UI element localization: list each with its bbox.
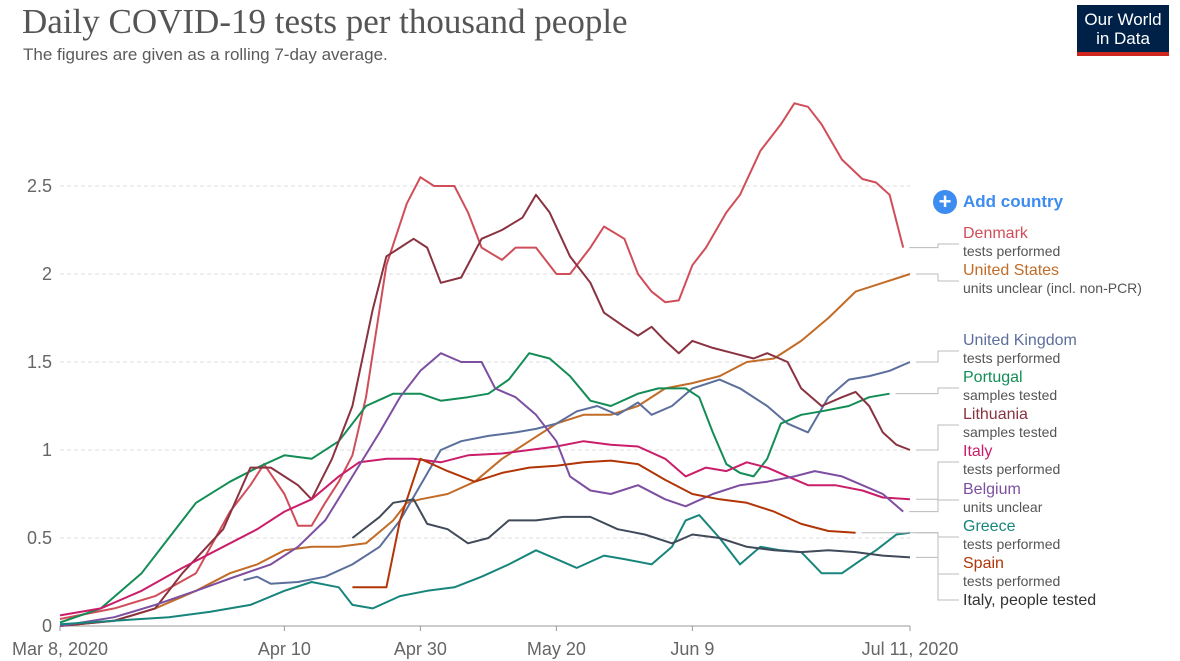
legend-unit-label: samples tested (963, 424, 1057, 440)
legend-unit-label: units unclear (963, 499, 1043, 515)
y-tick-label: 1 (42, 440, 52, 460)
legend-unit-label: tests performed (963, 243, 1060, 259)
series-line (59, 273, 911, 627)
legend-connector (916, 424, 959, 451)
series-line (59, 514, 911, 626)
legend-connector (909, 499, 959, 513)
legend-unit-label: tests performed (963, 573, 1060, 589)
legend-connector (916, 350, 959, 363)
chart-subtitle: The figures are given as a rolling 7-day… (23, 45, 388, 64)
logo-line-1: Our World (1084, 10, 1162, 29)
series-lines (59, 102, 911, 627)
legend-label: Belgium (963, 481, 1021, 498)
y-tick-label: 2 (42, 264, 52, 284)
y-tick-label: 1.5 (27, 352, 52, 372)
legend-label: Spain (963, 555, 1004, 572)
series-line (59, 193, 911, 627)
series-line (59, 352, 890, 624)
add-country-button[interactable]: + Add country (933, 190, 1063, 214)
chart-title: Daily COVID-19 tests per thousand people (22, 2, 628, 41)
legend-unit-label: units unclear (incl. non-PCR) (963, 280, 1142, 296)
x-axis: Mar 8, 2020 Apr 10 Apr 30 May 20 Jun 9 Jul 11… (12, 626, 958, 659)
y-axis: 0 0.5 1 1.5 2 2.5 (27, 176, 52, 636)
x-tick-label: May 20 (527, 639, 586, 659)
legend-connector (909, 243, 959, 249)
legend-label: Italy (963, 443, 992, 460)
owid-logo[interactable]: Our World in Data (1077, 5, 1169, 56)
series-line (243, 361, 911, 585)
series-line (59, 440, 911, 617)
legend-connector (916, 556, 959, 601)
x-tick-label: Mar 8, 2020 (12, 639, 108, 659)
legend-label: Portugal (963, 369, 1023, 386)
legend-unit-label: tests performed (963, 536, 1060, 552)
legend-connector (895, 387, 959, 395)
series-line (59, 102, 905, 620)
legend-label: Denmark (963, 225, 1029, 242)
legend-label: Greece (963, 518, 1016, 535)
legend-unit-label: samples tested (963, 387, 1057, 403)
x-tick-label: Jul 11, 2020 (862, 639, 959, 659)
series-line (59, 352, 904, 627)
legend-label: United States (963, 262, 1059, 279)
legend-label: Lithuania (963, 406, 1028, 423)
plus-circle-icon: + (933, 190, 957, 214)
series-line (352, 457, 856, 589)
legend-unit-label: tests performed (963, 350, 1060, 366)
x-tick-label: Jun 9 (670, 639, 714, 659)
series-line (351, 498, 911, 559)
legend-unit-label: tests performed (963, 461, 1060, 477)
x-tick-label: Apr 30 (394, 639, 447, 659)
grid-lines (60, 185, 910, 627)
legend-label: Italy, people tested (963, 592, 1096, 609)
x-tick-label: Apr 10 (258, 639, 311, 659)
legend-label: United Kingdom (963, 332, 1077, 349)
legend-connector (916, 273, 959, 282)
logo-line-2: in Data (1096, 29, 1150, 48)
legend-connector (916, 461, 959, 500)
y-tick-label: 2.5 (27, 176, 52, 196)
add-country-label: Add country (963, 192, 1064, 211)
y-tick-label: 0.5 (27, 528, 52, 548)
legend-connector (861, 532, 959, 575)
y-tick-label: 0 (42, 616, 52, 636)
